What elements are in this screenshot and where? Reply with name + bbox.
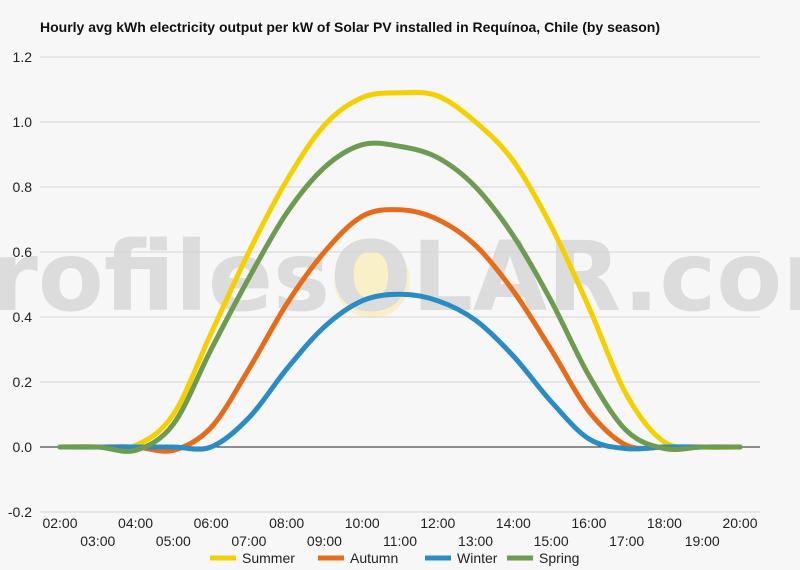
y-tick-label: 0.0 [13, 439, 33, 455]
x-tick-label: 18:00 [647, 515, 682, 531]
y-tick-label: 1.2 [13, 49, 33, 65]
x-tick-label: 07:00 [231, 533, 266, 549]
x-tick-label: 11:00 [383, 533, 417, 549]
watermark: profilesOLAR.com [0, 221, 800, 333]
x-tick-label: 13:00 [458, 533, 493, 549]
y-tick-label: 0.8 [13, 179, 33, 195]
legend-item-autumn: Autumn [318, 550, 398, 566]
legend-label: Autumn [350, 550, 398, 566]
y-axis-ticks: -0.2 0.0 0.2 0.4 0.6 0.8 1.0 1.2 [8, 49, 32, 520]
x-tick-label: 12:00 [420, 515, 455, 531]
x-tick-label: 19:00 [685, 533, 720, 549]
x-tick-label: 04:00 [118, 515, 153, 531]
x-tick-label: 08:00 [269, 515, 304, 531]
y-tick-label: 0.2 [13, 374, 33, 390]
x-tick-label: 16:00 [571, 515, 606, 531]
legend-label: Spring [539, 550, 579, 566]
series-line-autumn [57, 207, 743, 454]
y-tick-label: 1.0 [13, 114, 33, 130]
series-line-summer [57, 89, 743, 451]
watermark-text: profilesOLAR.com [0, 221, 800, 333]
y-tick-label: 0.6 [13, 244, 33, 260]
series-lines [57, 89, 743, 454]
chart-title: Hourly avg kWh electricity output per kW… [40, 19, 660, 35]
x-tick-label: 09:00 [307, 533, 342, 549]
x-tick-label: 02:00 [42, 515, 77, 531]
watermark-sun-icon [334, 242, 410, 318]
legend-item-spring: Spring [507, 550, 579, 566]
x-tick-label: 10:00 [345, 515, 380, 531]
y-tick-label: 0.4 [13, 309, 33, 325]
legend-item-summer: Summer [210, 550, 295, 566]
x-tick-label: 06:00 [194, 515, 229, 531]
y-tick-label: -0.2 [8, 504, 32, 520]
x-tick-label: 05:00 [156, 533, 191, 549]
legend-label: Summer [242, 550, 295, 566]
x-tick-label: 14:00 [496, 515, 531, 531]
legend-label: Winter [457, 550, 498, 566]
x-tick-label: 20:00 [722, 515, 757, 531]
series-line-spring [57, 140, 743, 454]
x-tick-label: 17:00 [609, 533, 644, 549]
legend: Summer Autumn Winter Spring [210, 550, 579, 566]
series-line-winter [57, 291, 743, 452]
legend-item-winter: Winter [425, 550, 498, 566]
x-tick-label: 15:00 [534, 533, 569, 549]
x-tick-label: 03:00 [80, 533, 115, 549]
x-axis-ticks: 02:00 04:00 06:00 08:00 10:00 12:00 14:00 16:00… [42, 515, 757, 549]
